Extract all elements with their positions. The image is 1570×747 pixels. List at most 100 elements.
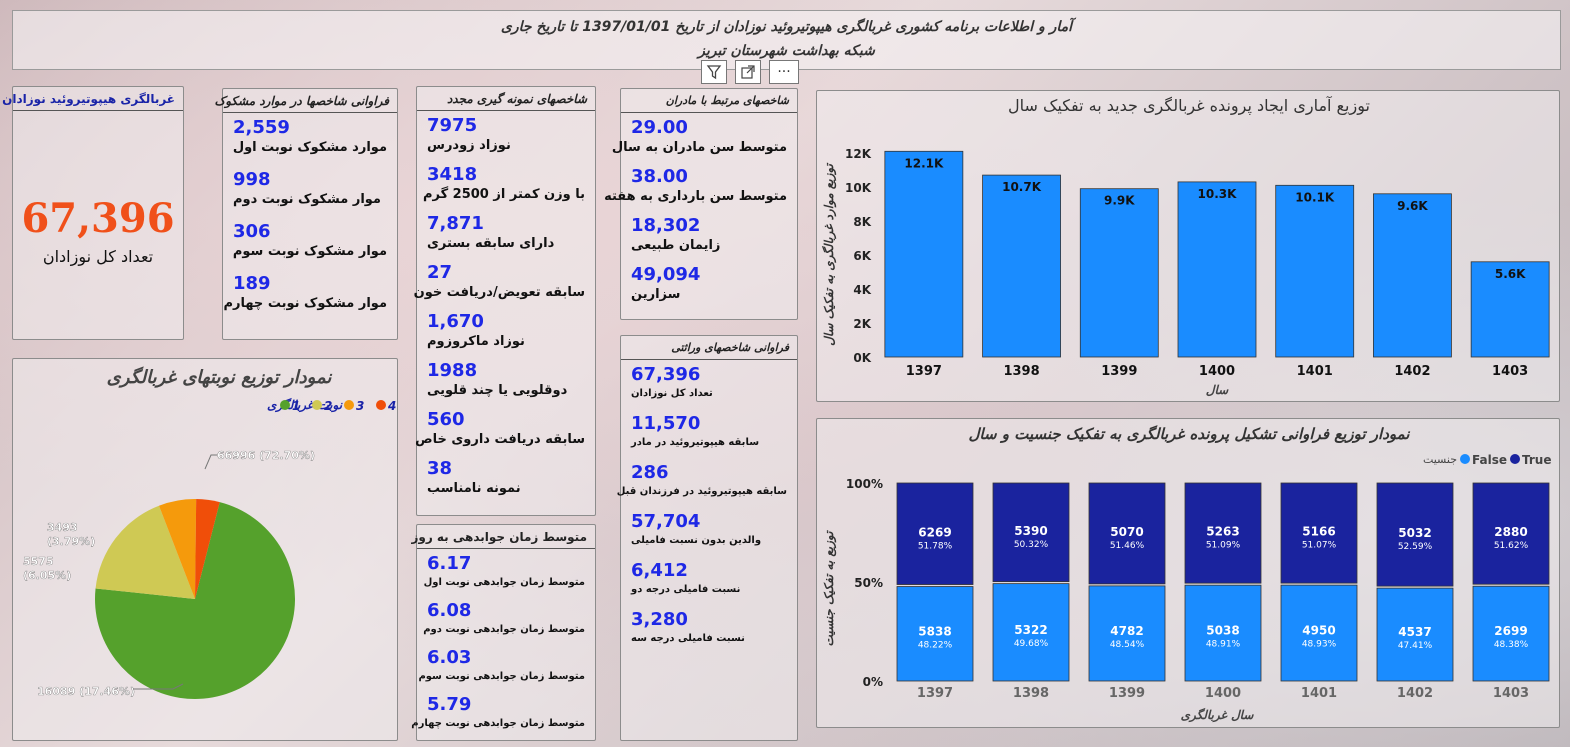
bar: [1079, 188, 1159, 358]
bar-x-tick-label: 1403: [1492, 364, 1528, 379]
pie-leader-line: [133, 683, 184, 690]
kpi-value: 560: [427, 409, 465, 430]
kpi-value: 998: [233, 169, 271, 190]
kpi-label: متوسط سن مادران به سال: [611, 140, 787, 155]
heredity-panel: فراوانی شاخصهای وراثتی 67,396 تعداد کل نو…: [617, 335, 798, 741]
pie-chart: نمودار توزیع نوبتهای غربالگری نوبت غربال…: [23, 366, 396, 699]
stack-value-label: 5166: [1302, 525, 1335, 539]
pie-slice: [195, 499, 220, 599]
stack-value-label: 5263: [1206, 525, 1239, 539]
kpi-item: 1988 دوقلویی یا چند قلویی: [417, 360, 595, 409]
kpi-label: سابقه هیپوتیروئید در مادر: [631, 437, 760, 448]
kpi-label: متوسط زمان جوابدهی نوبت چهارم: [411, 718, 585, 729]
stack-bar-true: [1280, 482, 1358, 584]
stack-bar-true: [1376, 482, 1454, 587]
stack-value-label: 4950: [1302, 624, 1335, 638]
bar-data-label: 10.1K: [1295, 190, 1335, 204]
kpi-item: 7,871 دارای سابقه بستری: [417, 213, 595, 262]
kpi-item: 18,302 زایمان طبیعی: [621, 215, 797, 264]
report-title: آمار و اطلاعات برنامه کشوری غربالگری هیپ…: [500, 19, 1073, 35]
bar-y-tick-label: 6K: [853, 249, 871, 263]
bar-data-label: 9.6K: [1397, 199, 1428, 213]
resample-panel: شاخصهای نمونه گیری مجدد 7975 نوزاد زودرس 3…: [414, 86, 596, 516]
bar-x-tick-label: 1400: [1199, 364, 1235, 379]
resample-list: 7975 نوزاد زودرس 3418 با وزن کمتر از 2500 گ…: [414, 115, 595, 507]
focus-mode-icon[interactable]: [735, 60, 761, 84]
kpi-value: 3,280: [631, 609, 688, 630]
kpi-label: موار مشکوک نوبت دوم: [233, 192, 381, 207]
kpi-item: 6.08 متوسط زمان جوابدهی نوبت دوم: [417, 600, 595, 647]
kpi-item: 38.00 متوسط سن بارداری به هفته: [604, 166, 797, 215]
kpi-value: 2,559: [233, 117, 290, 138]
bar: [884, 150, 964, 358]
kpi-item: 306 موار مشکوک نوبت سوم: [223, 221, 397, 273]
stack-bar-false: [1280, 584, 1358, 682]
bar-x-tick-label: 1397: [906, 364, 942, 379]
bar-y-tick-label: 0K: [853, 351, 871, 365]
bar-data-label: 10.3K: [1198, 187, 1238, 201]
stack-bar-true: [1088, 482, 1166, 585]
stack-percent-label: 51.62%: [1494, 541, 1529, 551]
heredity-list: 67,396 تعداد کل نوزادان 11,570 سابقه هیپوتی…: [617, 364, 797, 658]
kpi-label: تعداد کل نوزادان: [631, 388, 713, 399]
kpi-item: 6.03 متوسط زمان جوابدهی نوبت سوم: [417, 647, 595, 694]
stack-value-label: 5032: [1398, 526, 1431, 540]
kpi-value: 7975: [427, 115, 478, 136]
filter-icon[interactable]: [701, 60, 727, 84]
kpi-item: 11,570 سابقه هیپوتیروئید در مادر: [621, 413, 797, 462]
bar: [1373, 193, 1452, 358]
kpi-value: 49,094: [631, 264, 701, 285]
stack-percent-label: 48.54%: [1110, 640, 1145, 650]
kpi-value: 6.08: [427, 600, 472, 621]
bar-x-tick-label: 1398: [1003, 364, 1039, 379]
stack-y-axis-title: توزیع به تفکیک جنسیت: [822, 530, 837, 647]
kpi-label: موار مشکوک نوبت سوم: [232, 244, 387, 259]
kpi-value: 38: [427, 458, 453, 479]
gender-stacked-chart-panel: نمودار توزیع فراوانی تشکیل پرونده غربالگ…: [816, 418, 1560, 728]
suspect-list: 2,559 موارد مشکوک نوبت اول 998 موار مشکوک ن…: [223, 117, 397, 325]
pie-legend-label: 4: [387, 399, 396, 413]
kpi-item: 1,670 نوزاد ماکروزوم: [417, 311, 595, 360]
stack-bar-true: [992, 482, 1070, 583]
stack-percent-label: 51.78%: [918, 541, 953, 551]
kpi-value: 3418: [427, 164, 478, 185]
pie-data-label: 16089 (17.46%): [37, 685, 135, 698]
kpi-value: 5.79: [427, 694, 472, 715]
bar-y-axis-title: توزیع موارد غربالگری به تفکیک سال: [821, 162, 837, 346]
stack-bar-false: [1376, 587, 1454, 682]
kpi-label: متوسط سن بارداری به هفته: [604, 189, 787, 204]
suspect-panel: فراوانی شاخصها در موارد مشکوک 2,559 موارد…: [214, 88, 398, 340]
bar-y-tick-label: 4K: [853, 283, 871, 297]
stack-x-tick-label: 1403: [1493, 686, 1529, 701]
bar-x-tick-label: 1399: [1101, 364, 1137, 379]
stack-legend-title: جنسیت: [1423, 453, 1457, 466]
kpi-value: 7,871: [427, 213, 484, 234]
stack-value-label: 6269: [918, 525, 951, 539]
kpi-label: نسبت فامیلی درجه سه: [631, 633, 745, 644]
more-options-icon[interactable]: ···: [769, 60, 799, 84]
kpi-label: زایمان طبیعی: [631, 238, 721, 253]
bar-data-label: 12.1K: [904, 156, 944, 170]
kpi-item: 6,412 نسبت فامیلی درجه دو: [621, 560, 797, 609]
pie-legend-label: 2: [324, 399, 332, 413]
stack-y-tick-label: 50%: [854, 576, 883, 590]
pie-legend-label: 3: [356, 399, 364, 413]
pie-data-label: (3.79%): [47, 535, 95, 548]
kpi-label: والدین بدون نسبت فامیلی: [631, 535, 762, 546]
kpi-label: دوقلویی یا چند قلویی: [427, 383, 568, 398]
bar-y-tick-label: 12K: [845, 147, 872, 161]
pie-legend-marker: [344, 400, 354, 410]
stack-bar-false: [992, 583, 1070, 682]
kpi-value: 27: [427, 262, 453, 283]
mothers-panel-title: شاخصهای مرتبط با مادران: [621, 89, 797, 113]
kpi-item: 29.00 متوسط سن مادران به سال: [611, 117, 797, 166]
kpi-label: سابقه دریافت داروی خاص: [415, 432, 585, 447]
pie-chart-panel: نمودار توزیع نوبتهای غربالگری نوبت غربال…: [12, 358, 398, 741]
kpi-value: 11,570: [631, 413, 701, 434]
total-newborns-label: تعداد کل نوزادان: [42, 247, 154, 266]
bar-data-label: 9.9K: [1104, 194, 1135, 208]
stack-value-label: 4782: [1110, 624, 1143, 638]
bar-y-tick-label: 8K: [853, 215, 871, 229]
stack-bar-false: [1184, 584, 1262, 682]
stack-bar-true: [1184, 482, 1262, 584]
